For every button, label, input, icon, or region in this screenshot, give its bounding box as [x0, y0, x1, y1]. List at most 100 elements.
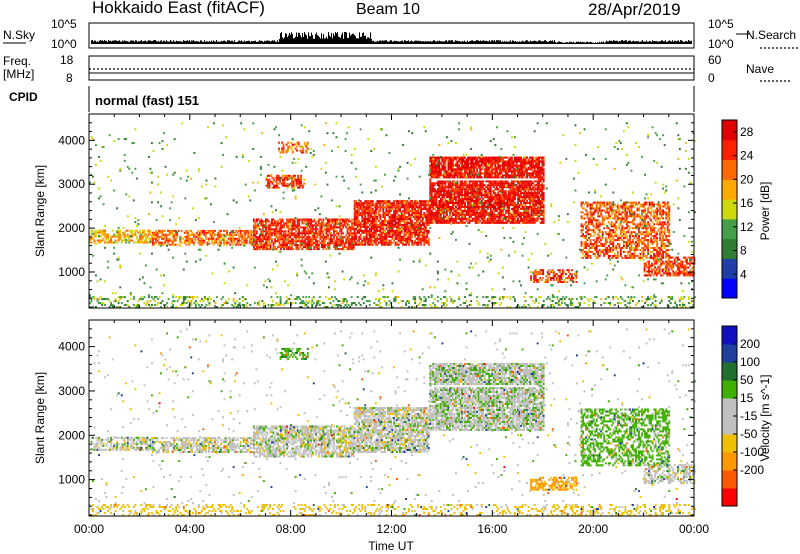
echo-cell: [535, 202, 538, 204]
echo-cell: [504, 219, 507, 222]
echo-cell: [497, 221, 500, 224]
echo-cell: [442, 190, 445, 193]
echo-cell: [146, 229, 149, 232]
echo-cell: [399, 235, 401, 238]
echo-cell: [292, 176, 295, 179]
echo-cell: [374, 229, 377, 232]
echo-cell: [342, 242, 344, 245]
echo-cell: [498, 174, 501, 177]
echo-cell: [165, 237, 168, 240]
echo-cell: [592, 231, 595, 234]
echo-cell: [364, 243, 367, 246]
echo-cell: [376, 235, 379, 238]
echo-cell: [462, 213, 465, 216]
echo-cell: [561, 271, 564, 274]
echo-cell: [512, 170, 515, 173]
echo-cell: [456, 209, 459, 212]
echo-cell: [585, 213, 587, 216]
echo-cell: [580, 205, 583, 208]
echo-cell: [158, 235, 160, 238]
echo-cell: [461, 162, 463, 165]
echo-cell: [538, 168, 541, 171]
echo-cell: [503, 184, 506, 187]
echo-cell: [111, 235, 114, 238]
echo-cell: [379, 241, 382, 244]
echo-cell: [447, 206, 450, 208]
echo-cell: [296, 226, 299, 229]
echo-cell: [538, 176, 541, 179]
echo-cell: [452, 194, 454, 197]
echo-cell: [436, 211, 439, 214]
nsearch-tick-low: 10^0: [708, 37, 734, 51]
echo-cell: [455, 192, 457, 195]
echo-cell: [541, 172, 544, 175]
echo-cell: [503, 170, 506, 173]
echo-cell: [600, 250, 603, 253]
echo-cell: [430, 206, 433, 208]
echo-cell: [524, 217, 527, 220]
echo-cell: [316, 224, 319, 227]
echo-cell: [287, 141, 289, 144]
echo-cell: [299, 246, 302, 249]
echo-cell: [518, 206, 521, 208]
echo-cell: [409, 239, 412, 242]
echo-cell: [370, 233, 373, 236]
echo-cell: [393, 206, 395, 209]
echo-cell: [539, 273, 542, 276]
echo-cell: [291, 184, 294, 187]
echo-cell: [588, 233, 590, 236]
echo-cell: [387, 220, 389, 222]
echo-cell: [304, 238, 307, 241]
echo-cell: [334, 242, 337, 245]
echo-cell: [143, 239, 146, 242]
echo-cell: [170, 231, 173, 234]
echo-cell: [272, 232, 275, 235]
echo-cell: [280, 230, 282, 233]
echo-cell: [356, 210, 359, 213]
echo-cell: [295, 248, 298, 251]
echo-cell: [405, 208, 407, 211]
echo-cell: [529, 172, 531, 175]
echo-cell: [533, 277, 536, 280]
echo-cell: [364, 223, 367, 226]
echo-cell: [515, 204, 518, 206]
echo-cell: [339, 224, 341, 227]
echo-cell: [467, 160, 469, 163]
echo-cell: [336, 232, 338, 235]
echo-cell: [520, 166, 522, 169]
echo-cell: [364, 239, 367, 242]
echo-cell: [436, 217, 439, 220]
echo-cell: [377, 202, 380, 205]
echo-cell: [598, 229, 601, 232]
echo-cell: [441, 184, 444, 187]
echo-cell: [281, 230, 284, 233]
echo-cell: [260, 242, 263, 245]
echo-cell: [186, 239, 189, 242]
echo-cell: [449, 198, 451, 201]
echo-cell: [412, 216, 415, 218]
echo-cell: [417, 216, 420, 218]
echo-cell: [95, 235, 97, 238]
echo-cell: [515, 160, 518, 163]
echo-cell: [314, 232, 317, 235]
echo-cell: [274, 224, 276, 227]
echo-cell: [250, 237, 253, 240]
echo-cell: [459, 176, 462, 179]
echo-cell: [409, 200, 412, 203]
echo-cell: [444, 164, 447, 167]
echo-cell: [476, 207, 479, 210]
echo-cell: [148, 233, 150, 236]
echo-cell: [396, 210, 398, 213]
echo-cell: [501, 219, 504, 222]
echo-cell: [297, 174, 300, 177]
echo-cell: [383, 216, 386, 218]
echo-cell: [473, 200, 476, 202]
echo-cell: [374, 237, 377, 240]
echo-cell: [393, 239, 395, 242]
echo-cell: [405, 239, 407, 242]
echo-cell: [486, 217, 489, 220]
echo-cell: [336, 226, 338, 229]
echo-cell: [261, 244, 264, 247]
echo-cell: [601, 245, 604, 247]
echo-cell: [489, 209, 492, 212]
